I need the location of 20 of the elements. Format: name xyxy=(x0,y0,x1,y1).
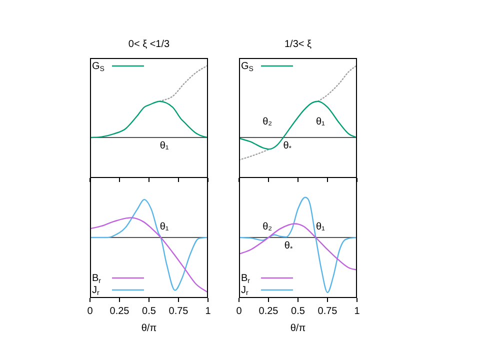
x-tick-label: 0.75 xyxy=(168,306,189,317)
annotation: θ₁ xyxy=(316,116,326,128)
annotation: θ₂ xyxy=(262,221,272,232)
annotation: θ₁ xyxy=(316,221,326,232)
x-axis-title: θ/π xyxy=(141,322,157,334)
x-tick-label: 0.25 xyxy=(258,306,279,317)
text: θ₁ xyxy=(160,140,170,152)
x-tick-label: 0 xyxy=(87,306,94,317)
annotation: θ₂ xyxy=(262,116,272,128)
x-tick-label: 0.5 xyxy=(142,306,156,317)
x-axis-title: θ/π xyxy=(290,322,306,334)
annotation: θ₁ xyxy=(160,221,170,232)
x-tick-label: 1 xyxy=(354,306,360,317)
x-tick-label: 1 xyxy=(205,306,212,317)
x-tick-label: 0 xyxy=(236,306,242,317)
x-tick-label: 0.75 xyxy=(318,306,338,317)
chart-title: 1/3< ξ xyxy=(284,38,312,50)
chart-title: 0< ξ <1/3 xyxy=(128,38,170,50)
x-tick-label: 0.25 xyxy=(110,306,130,317)
x-tick-label: 0.5 xyxy=(291,306,306,317)
